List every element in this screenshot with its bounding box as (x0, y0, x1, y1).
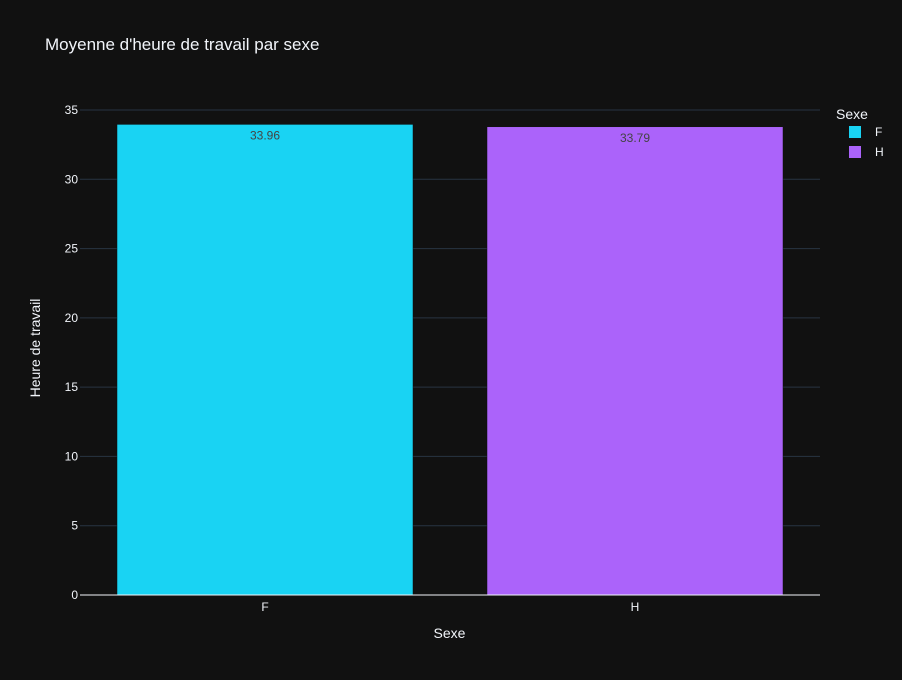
bars (116, 124, 784, 596)
y-axis-title: Heure de travail (27, 299, 43, 398)
y-tick-label: 35 (65, 103, 79, 117)
x-axis-title: Sexe (434, 625, 466, 641)
bar-h (486, 126, 784, 596)
y-tick-label: 30 (65, 172, 79, 186)
legend-swatch-f (849, 126, 861, 138)
legend-label: F (875, 125, 882, 139)
data-label: 33.79 (620, 131, 650, 145)
y-tick-label: 20 (65, 311, 79, 325)
legend: Sexe FH (836, 106, 884, 159)
x-tick-label: F (261, 600, 268, 614)
y-tick-label: 5 (71, 519, 78, 533)
bar-f (116, 124, 414, 596)
legend-label: H (875, 145, 884, 159)
y-tick-label: 0 (71, 588, 78, 602)
legend-title: Sexe (836, 106, 868, 122)
legend-swatch-h (849, 146, 861, 158)
x-tick-label: H (631, 600, 640, 614)
y-tick-label: 15 (65, 380, 79, 394)
chart-title: Moyenne d'heure de travail par sexe (45, 35, 319, 54)
axes: 0 5 10 15 20 25 30 35 F H (65, 103, 820, 614)
y-tick-label: 25 (65, 242, 79, 256)
y-tick-label: 10 (65, 449, 79, 463)
data-labels: 33.96 33.79 (250, 128, 650, 144)
data-label: 33.96 (250, 128, 280, 142)
